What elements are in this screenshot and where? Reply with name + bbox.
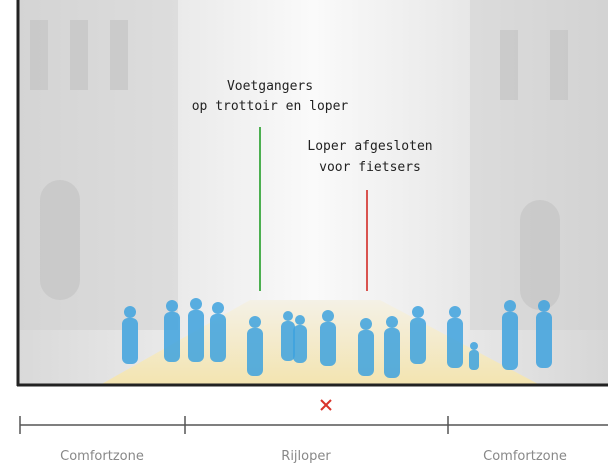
annotation: Voetgangers: [227, 79, 313, 94]
zone-label: Comfortzone: [483, 449, 567, 464]
annotation: Loper afgesloten: [307, 139, 432, 154]
zone-scale: [19, 416, 608, 434]
zone-label: Rijloper: [281, 449, 331, 464]
annotation: op trottoir en loper: [192, 99, 349, 114]
cross-icon: [320, 399, 332, 411]
zone-label: Comfortzone: [60, 449, 144, 464]
annotation: voor fietsers: [319, 160, 421, 175]
street-photo: [18, 0, 608, 385]
pedestrians: [122, 298, 552, 378]
